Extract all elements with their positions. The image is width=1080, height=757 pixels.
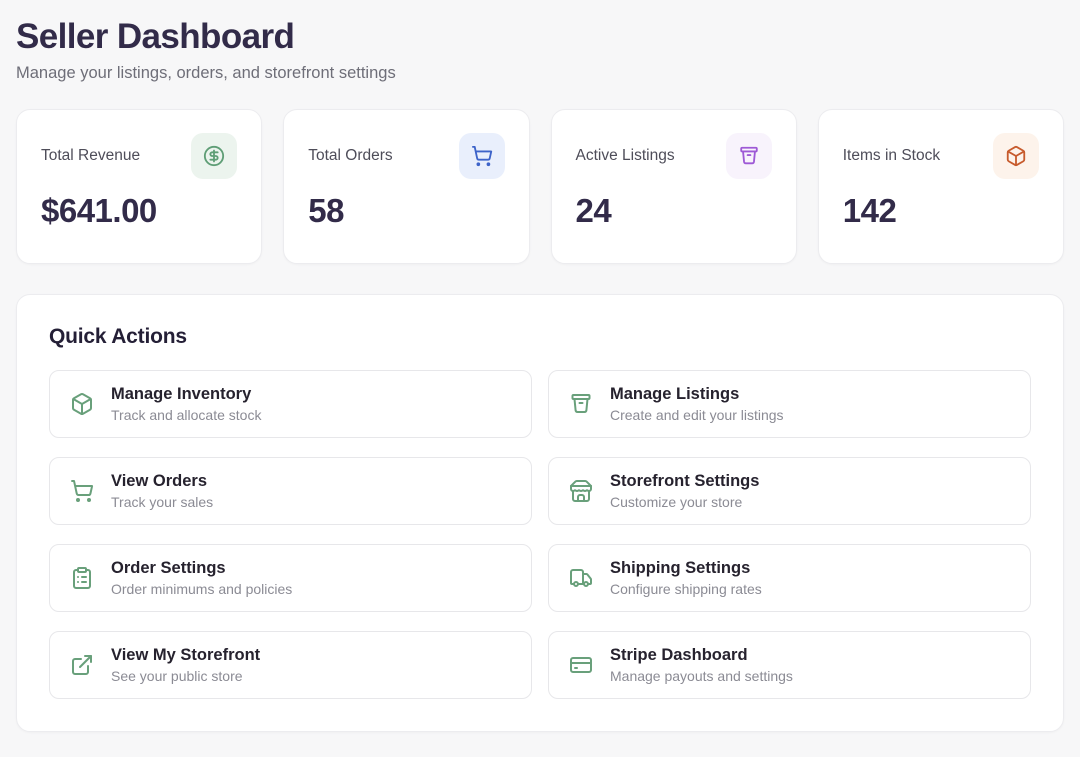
storage-bin-icon <box>569 392 593 416</box>
stat-label: Items in Stock <box>842 147 941 164</box>
package-icon <box>70 392 94 416</box>
quick-action-button[interactable]: Manage Listings Create and edit your lis… <box>548 370 1031 438</box>
quick-action-subtitle: Manage payouts and settings <box>610 667 793 684</box>
stat-label: Total Orders <box>308 147 393 164</box>
shopping-cart-icon <box>70 479 94 503</box>
shopping-cart-icon <box>458 133 505 179</box>
stat-card: Active Listings 24 <box>550 109 797 264</box>
quick-actions-heading: Quick Actions <box>49 325 187 348</box>
stat-card-header: Active Listings <box>576 133 772 179</box>
credit-card-icon <box>569 653 593 677</box>
external-link-icon <box>70 653 94 677</box>
quick-action-title: Order Settings <box>111 558 226 577</box>
quick-action-title: Stripe Dashboard <box>610 645 748 664</box>
quick-action-subtitle: See your public store <box>111 667 243 684</box>
quick-action-button[interactable]: View My Storefront See your public store <box>49 631 532 699</box>
page-title: Seller Dashboard <box>16 17 295 56</box>
page-header: Seller Dashboard Manage your listings, o… <box>16 16 1064 83</box>
package-icon <box>993 133 1039 179</box>
quick-action-title: Manage Inventory <box>111 384 252 403</box>
quick-action-button[interactable]: Order Settings Order minimums and polici… <box>49 544 532 612</box>
quick-action-subtitle: Customize your store <box>610 493 743 510</box>
stat-value: 142 <box>842 192 897 229</box>
quick-action-title: Shipping Settings <box>610 558 751 577</box>
quick-action-subtitle: Configure shipping rates <box>610 580 762 597</box>
quick-actions-grid: Manage Inventory Track and allocate stoc… <box>49 370 1031 699</box>
stat-value: $641.00 <box>41 192 157 229</box>
truck-icon <box>569 566 593 590</box>
quick-action-subtitle: Order minimums and policies <box>111 580 293 597</box>
quick-action-button[interactable]: Manage Inventory Track and allocate stoc… <box>49 370 532 438</box>
stats-row: Total Revenue $641.00 Total Orders 58 Ac… <box>16 109 1064 264</box>
quick-action-subtitle: Track your sales <box>111 493 214 510</box>
quick-action-text: View Orders Track your sales <box>111 471 213 511</box>
stat-value: 24 <box>575 192 612 229</box>
quick-action-text: Manage Inventory Track and allocate stoc… <box>111 384 261 424</box>
stat-card-header: Total Orders <box>308 133 505 179</box>
quick-action-button[interactable]: Stripe Dashboard Manage payouts and sett… <box>548 631 1031 699</box>
stat-card: Total Orders 58 <box>283 109 530 264</box>
quick-action-text: Shipping Settings Configure shipping rat… <box>610 558 762 598</box>
clipboard-list-icon <box>70 566 94 590</box>
quick-action-button[interactable]: Shipping Settings Configure shipping rat… <box>548 544 1031 612</box>
stat-card: Total Revenue $641.00 <box>16 109 263 264</box>
quick-action-text: Stripe Dashboard Manage payouts and sett… <box>610 645 793 685</box>
dollar-circle-icon <box>191 133 238 179</box>
quick-action-text: Storefront Settings Customize your store <box>610 471 759 511</box>
stat-value: 58 <box>308 192 344 229</box>
page-subtitle: Manage your listings, orders, and storef… <box>16 64 396 82</box>
storefront-icon <box>569 479 593 503</box>
quick-actions-panel: Quick Actions Manage Inventory Track and… <box>16 294 1064 732</box>
quick-action-subtitle: Create and edit your listings <box>610 406 784 423</box>
quick-action-title: View My Storefront <box>111 645 261 664</box>
quick-action-text: Manage Listings Create and edit your lis… <box>610 384 784 424</box>
quick-action-title: Manage Listings <box>610 384 740 403</box>
quick-action-text: Order Settings Order minimums and polici… <box>111 558 292 598</box>
quick-action-text: View My Storefront See your public store <box>111 645 260 685</box>
seller-dashboard-page: Seller Dashboard Manage your listings, o… <box>16 16 1064 732</box>
quick-action-title: Storefront Settings <box>610 471 760 490</box>
stat-card-header: Total Revenue <box>41 133 238 179</box>
stat-card: Items in Stock 142 <box>817 109 1064 264</box>
storage-bin-icon <box>725 133 772 179</box>
quick-action-button[interactable]: View Orders Track your sales <box>49 457 532 525</box>
stat-label: Total Revenue <box>41 147 141 164</box>
quick-action-title: View Orders <box>111 471 207 490</box>
quick-action-subtitle: Track and allocate stock <box>111 406 262 423</box>
stat-card-header: Items in Stock <box>843 133 1039 179</box>
quick-action-button[interactable]: Storefront Settings Customize your store <box>548 457 1031 525</box>
stat-label: Active Listings <box>575 147 675 164</box>
